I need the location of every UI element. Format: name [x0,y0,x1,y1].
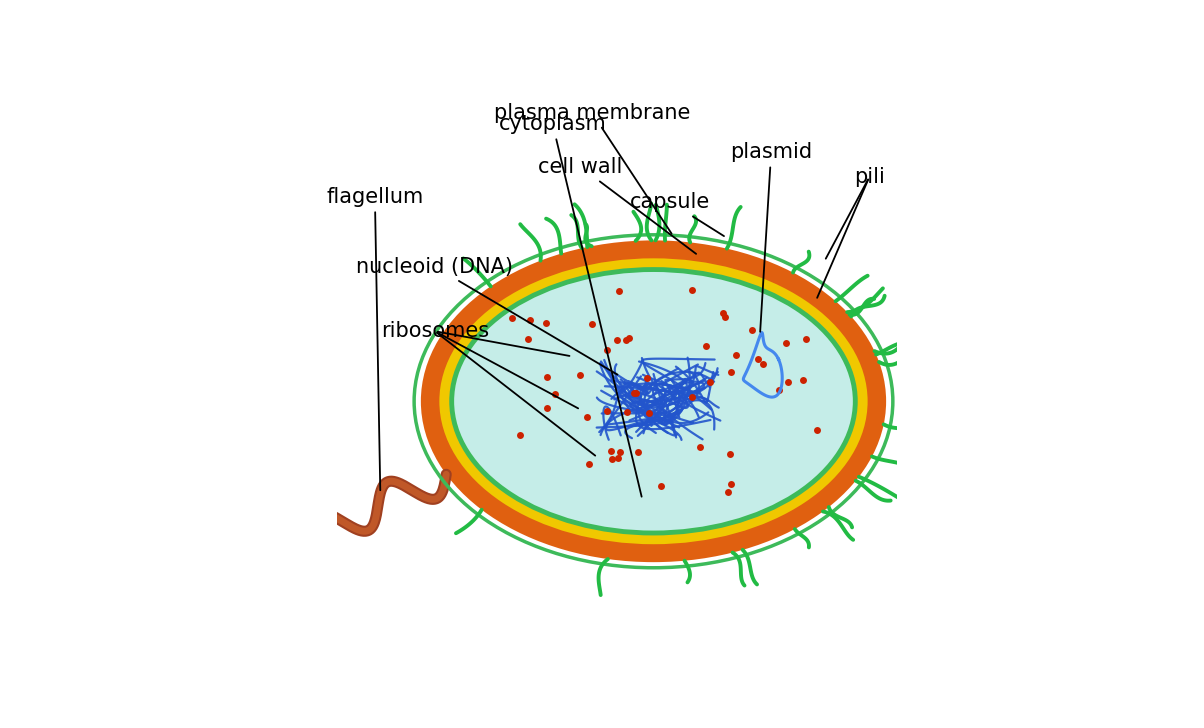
Ellipse shape [439,258,868,545]
Text: plasmid: plasmid [730,142,813,332]
Ellipse shape [421,240,886,562]
Text: pili: pili [854,167,885,187]
Text: cell wall: cell wall [538,157,696,254]
Ellipse shape [452,269,855,533]
Text: capsule: capsule [630,192,724,236]
Text: cytoplasm: cytoplasm [498,114,642,496]
Text: nucleoid (DNA): nucleoid (DNA) [356,257,618,375]
Text: ribosomes: ribosomes [380,321,489,341]
Text: plasma membrane: plasma membrane [494,103,690,234]
Text: flagellum: flagellum [326,186,424,490]
